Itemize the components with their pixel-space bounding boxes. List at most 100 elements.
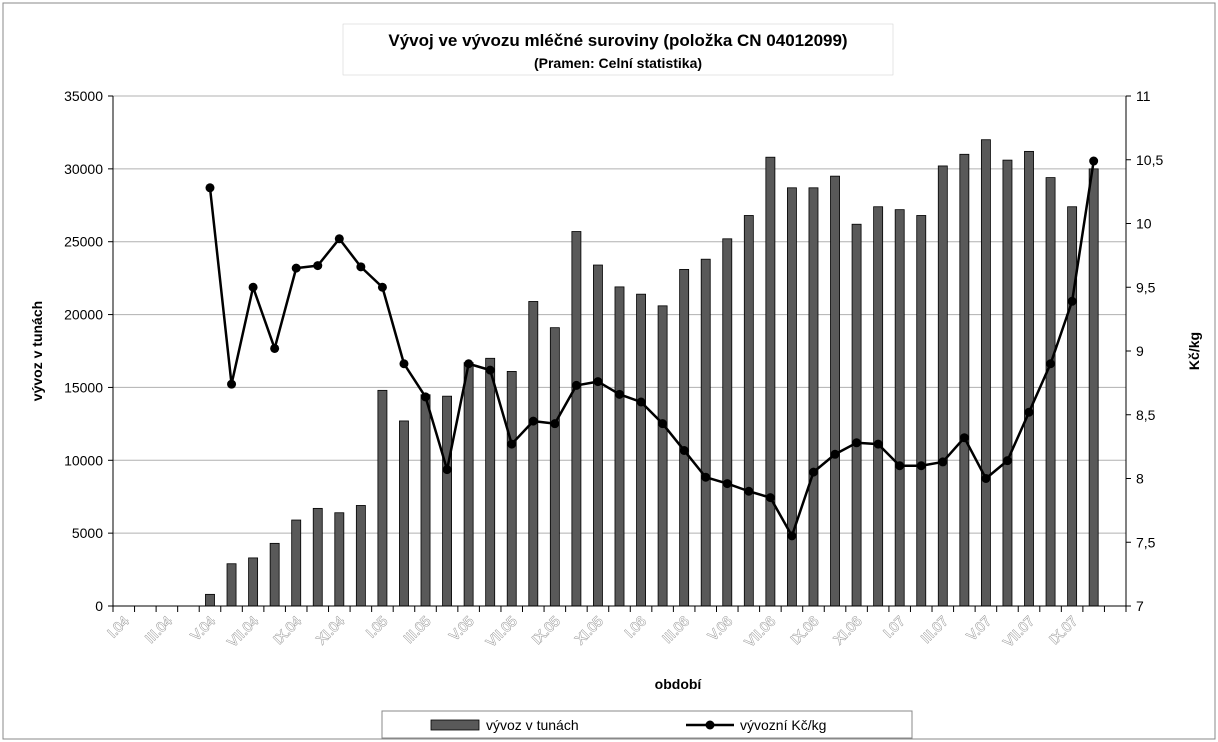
legend-swatch-marker: [705, 720, 715, 730]
bar: [700, 258, 711, 607]
y2-tick-label: 9: [1136, 343, 1144, 359]
price-point: [636, 397, 646, 407]
price-point: [421, 392, 431, 402]
price-point: [830, 449, 840, 459]
bar: [269, 542, 280, 607]
price-point: [227, 379, 237, 389]
title-box: [342, 23, 894, 76]
bar: [916, 215, 927, 607]
y-tick-label: 25000: [64, 234, 103, 250]
price-point: [593, 377, 603, 387]
price-point: [744, 486, 754, 496]
y2-tick-label: 7: [1136, 598, 1144, 614]
price-point: [916, 461, 926, 471]
bar: [851, 223, 862, 607]
bar: [679, 268, 690, 607]
chart-subtitle: (Pramen: Celní statistika): [534, 55, 702, 71]
bar: [1002, 159, 1013, 607]
price-point: [399, 359, 409, 369]
bar: [1024, 150, 1034, 607]
bar: [312, 507, 323, 607]
bar: [657, 305, 668, 607]
bar: [571, 231, 582, 607]
bar: [765, 156, 776, 607]
bar: [743, 215, 754, 607]
bar: [873, 206, 884, 607]
bar: [614, 286, 625, 607]
price-point: [571, 380, 581, 390]
bar: [1067, 206, 1078, 607]
price-point: [550, 419, 560, 429]
y-axis-title: vývoz v tunách: [29, 301, 45, 401]
price-point: [1002, 456, 1012, 466]
bar: [506, 370, 517, 607]
y2-tick-label: 7,5: [1136, 534, 1156, 550]
y2-tick-label: 9,5: [1136, 279, 1156, 295]
bar: [593, 264, 603, 607]
price-point: [528, 416, 538, 426]
price-point: [701, 472, 711, 482]
chart-title: Vývoj ve vývozu mléčné suroviny (položka…: [388, 31, 847, 50]
price-point: [765, 493, 775, 503]
bar: [355, 505, 366, 607]
y-tick-label: 20000: [64, 307, 103, 323]
price-point: [464, 359, 474, 369]
bar: [226, 563, 237, 607]
bar: [1088, 168, 1099, 607]
price-point: [873, 439, 883, 449]
price-point: [981, 474, 991, 483]
bar: [399, 420, 409, 607]
y2-axis-title: Kč/kg: [1186, 332, 1202, 370]
price-point: [205, 183, 215, 193]
bar: [1045, 177, 1056, 607]
price-point: [313, 261, 323, 271]
y2-tick-label: 10: [1136, 216, 1152, 232]
bar: [248, 557, 259, 607]
bar: [528, 301, 539, 607]
price-point: [852, 438, 862, 448]
price-point: [270, 343, 280, 353]
price-point: [1089, 156, 1099, 166]
bar: [937, 165, 948, 607]
price-point: [485, 365, 495, 375]
price-point: [615, 389, 624, 399]
price-point: [787, 531, 797, 541]
y2-tick-label: 11: [1136, 88, 1151, 104]
bar: [334, 512, 345, 607]
y-tick-label: 5000: [72, 525, 103, 541]
price-point: [248, 282, 258, 292]
legend-swatch-bars: [430, 719, 480, 731]
price-point: [291, 263, 301, 273]
price-point: [334, 234, 344, 244]
bar: [722, 238, 733, 607]
legend-label-line: vývozní Kč/kg: [740, 717, 826, 733]
price-point: [895, 461, 905, 471]
price-point: [658, 419, 668, 429]
price-point: [377, 282, 387, 292]
bar: [377, 389, 388, 607]
bar: [442, 395, 453, 607]
y-tick-label: 30000: [64, 161, 103, 177]
bar: [786, 187, 797, 607]
price-point: [938, 457, 948, 467]
y-tick-label: 0: [95, 598, 103, 614]
price-point: [959, 433, 969, 443]
bar: [291, 519, 302, 607]
bar: [894, 209, 905, 607]
bar: [205, 593, 215, 607]
x-axis-title: období: [655, 676, 703, 692]
bar: [549, 327, 560, 607]
bar: [463, 362, 474, 607]
legend-label-bars: vývoz v tunách: [486, 717, 579, 733]
price-point: [1046, 359, 1056, 369]
y-tick-label: 35000: [64, 88, 103, 104]
y2-tick-label: 8,5: [1136, 407, 1156, 423]
y-tick-label: 15000: [64, 379, 103, 395]
price-point: [1024, 407, 1034, 417]
y2-tick-label: 10,5: [1136, 152, 1163, 168]
y2-tick-label: 8: [1136, 471, 1144, 487]
bar: [808, 187, 819, 607]
